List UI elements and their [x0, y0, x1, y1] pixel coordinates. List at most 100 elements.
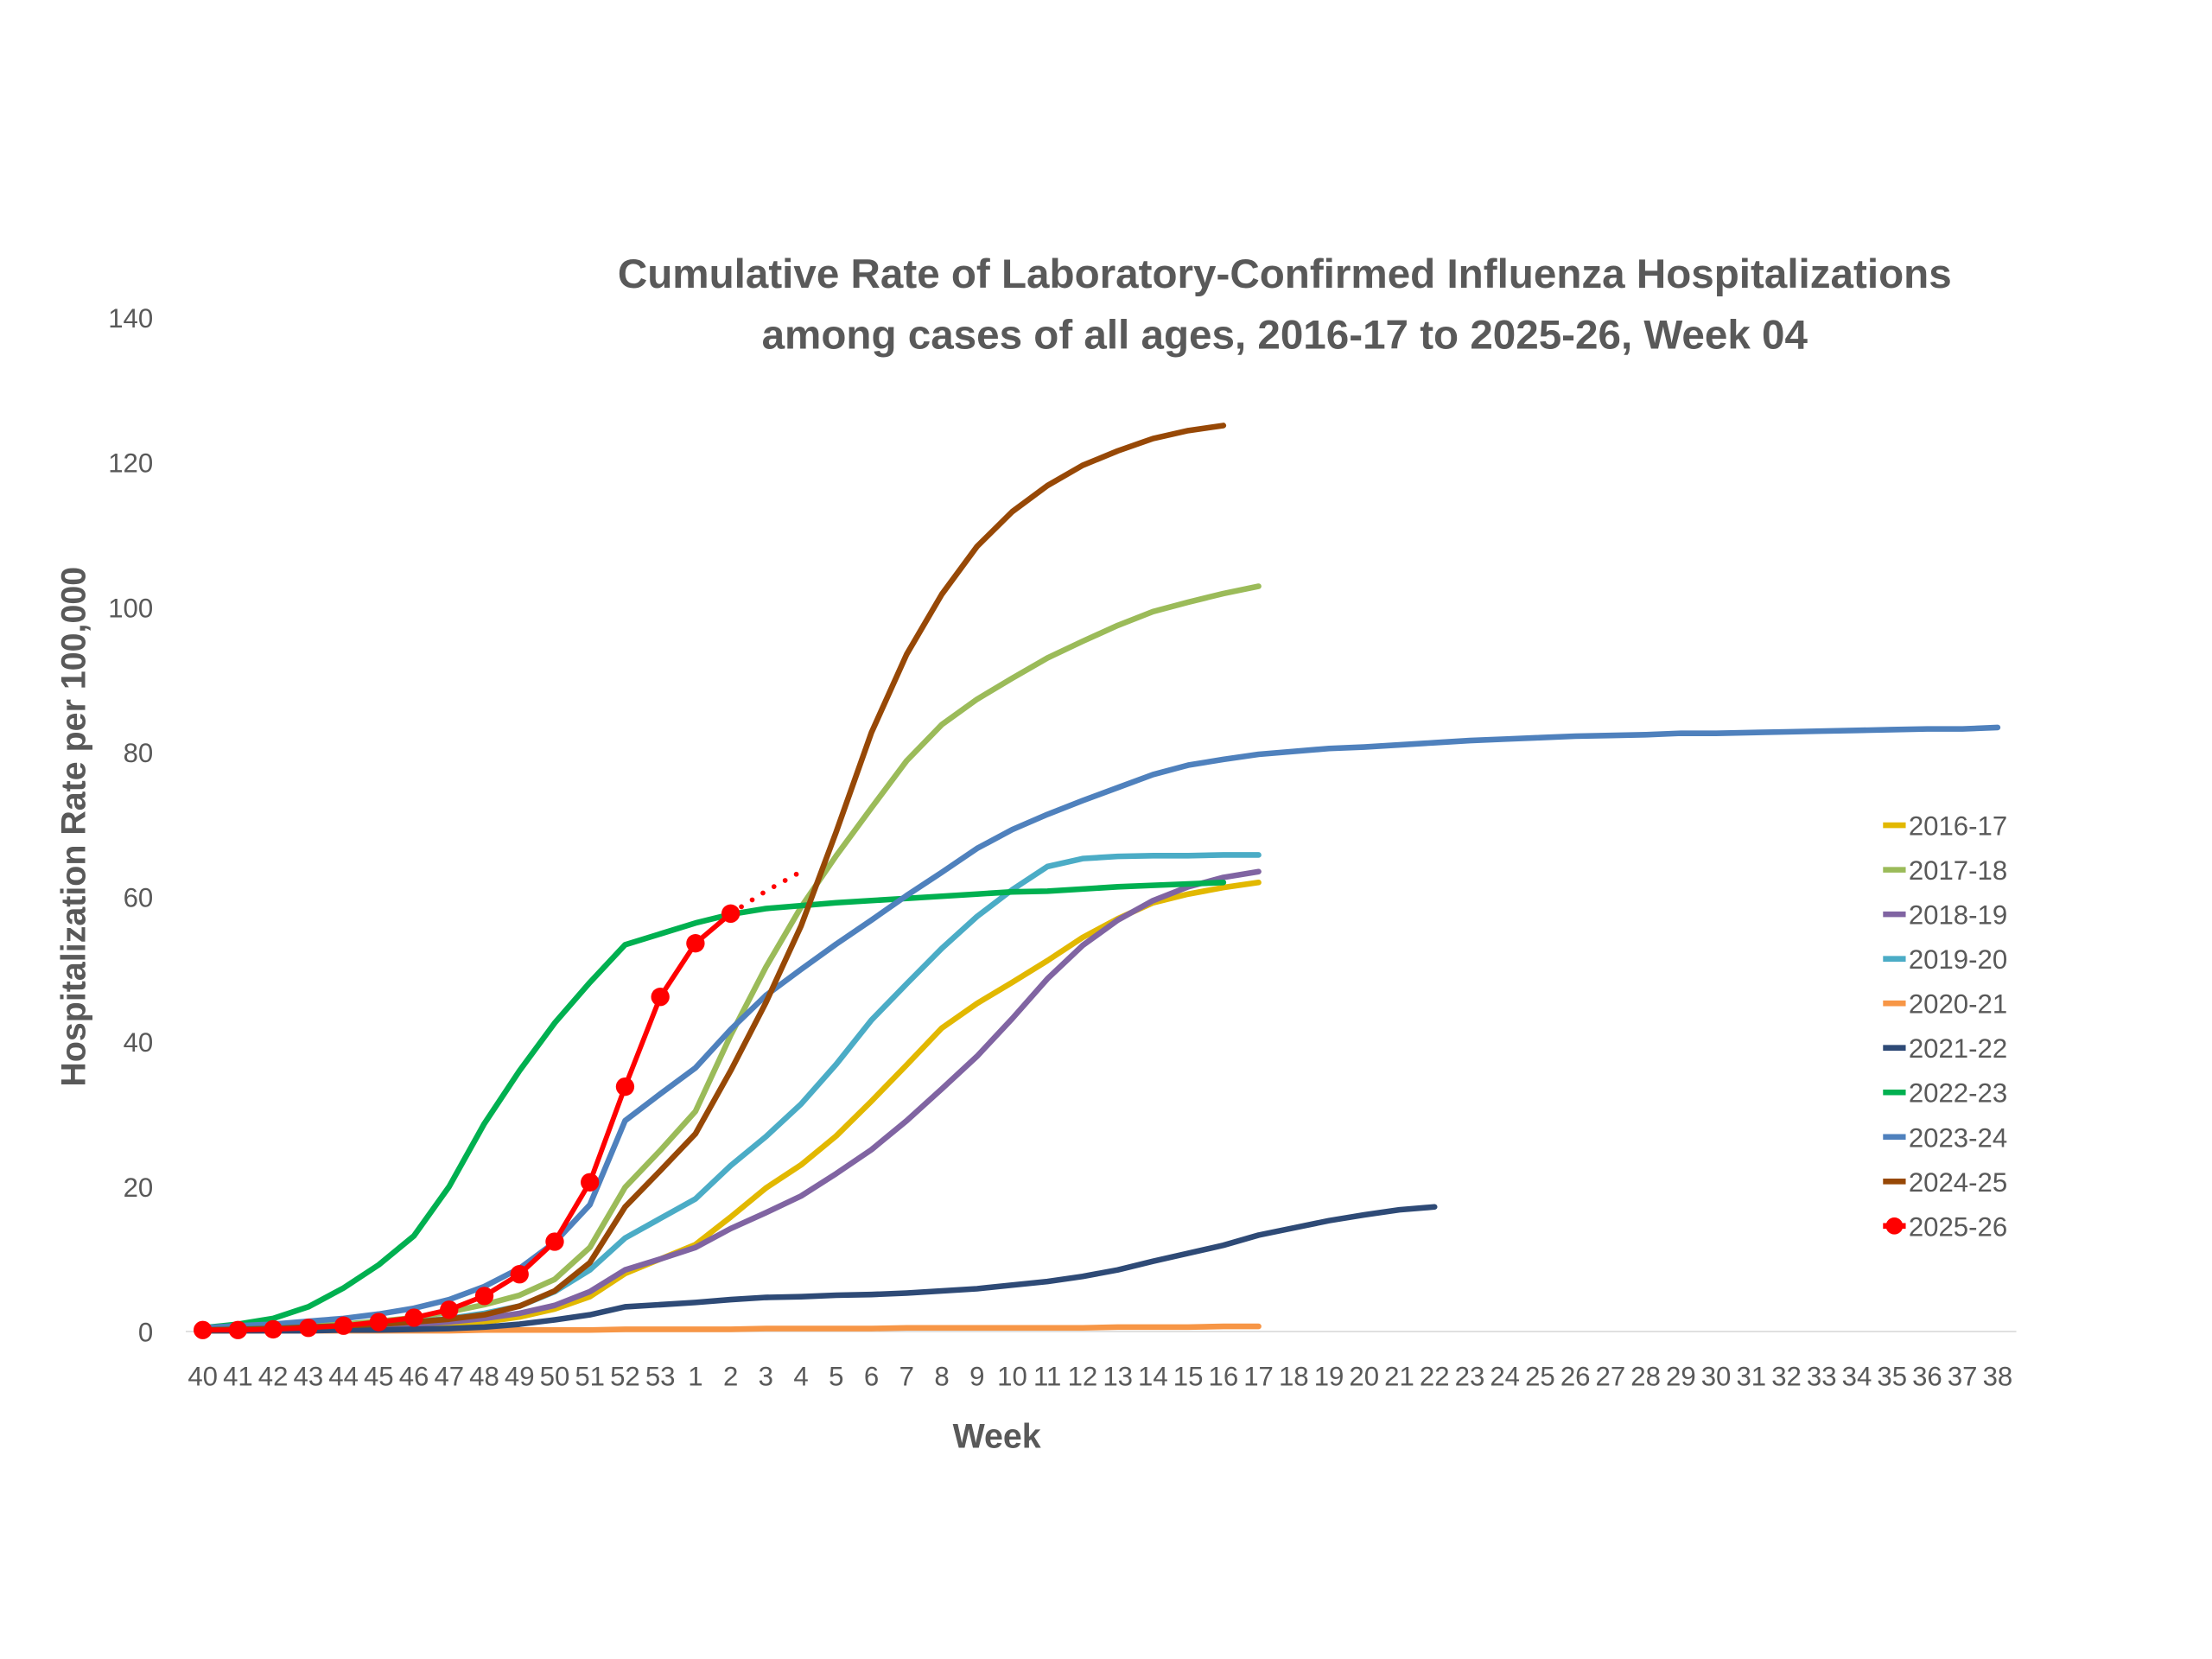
projection-line [728, 868, 804, 917]
legend-label: 2021-22 [1909, 1033, 2007, 1064]
legend-label: 2019-20 [1909, 944, 2007, 975]
x-tick-label: 53 [645, 1361, 676, 1391]
x-tick-label: 51 [575, 1361, 605, 1391]
data-point [369, 1313, 388, 1332]
series-line [200, 1204, 1438, 1334]
x-tick-label: 27 [1596, 1361, 1626, 1391]
legend-item-2024-25: 2024-25 [1883, 1167, 2007, 1198]
x-tick-label: 35 [1877, 1361, 1907, 1391]
legend-marker [1885, 1217, 1904, 1235]
x-tick-label: 50 [540, 1361, 570, 1391]
y-tick-label: 80 [124, 738, 154, 768]
x-tick-label: 34 [1842, 1361, 1872, 1391]
y-tick-label: 100 [108, 593, 153, 623]
legend-item-2016-17: 2016-17 [1883, 811, 2007, 842]
y-tick-label: 20 [124, 1173, 154, 1203]
legend-label: 2016-17 [1909, 811, 2007, 842]
x-tick-label: 42 [258, 1361, 289, 1391]
data-point [581, 1173, 600, 1192]
x-tick-label: 21 [1384, 1361, 1414, 1391]
x-tick-label: 26 [1560, 1361, 1591, 1391]
x-tick-label: 30 [1701, 1361, 1732, 1391]
data-point [299, 1319, 318, 1338]
legend-label: 2024-25 [1909, 1167, 2007, 1198]
x-tick-label: 22 [1420, 1361, 1450, 1391]
series-line [200, 868, 1262, 1334]
y-tick-label: 120 [108, 448, 153, 479]
legend-label: 2023-24 [1909, 1122, 2007, 1153]
data-point [404, 1308, 423, 1327]
y-axis-label: Hospitalization Rate per 100,000 [54, 567, 92, 1087]
x-tick-label: 23 [1455, 1361, 1485, 1391]
legend-label: 2020-21 [1909, 989, 2007, 1020]
x-tick-label: 19 [1314, 1361, 1344, 1391]
series-2016-17 [200, 880, 1262, 1334]
x-tick-label: 43 [294, 1361, 324, 1391]
x-tick-label: 48 [469, 1361, 499, 1391]
legend-item-2022-23: 2022-23 [1883, 1078, 2007, 1109]
legend-item-2023-24: 2023-24 [1883, 1122, 2007, 1153]
legend-label: 2018-19 [1909, 900, 2007, 931]
x-tick-label: 44 [328, 1361, 359, 1391]
x-tick-label: 4 [793, 1361, 808, 1391]
legend-label: 2025-26 [1909, 1211, 2007, 1242]
legend-label: 2017-18 [1909, 855, 2007, 886]
x-tick-label: 14 [1138, 1361, 1168, 1391]
series-2024-25 [200, 423, 1227, 1333]
x-tick-label: 8 [934, 1361, 949, 1391]
x-tick-label: 49 [505, 1361, 535, 1391]
x-tick-label: 17 [1243, 1361, 1274, 1391]
series-2025-26 [194, 868, 804, 1339]
data-point [334, 1316, 353, 1335]
data-point [545, 1232, 564, 1251]
chart-title-line-1: Cumulative Rate of Laboratory-Confirmed … [618, 251, 1952, 297]
series-line [200, 911, 734, 1333]
x-tick-label: 9 [969, 1361, 984, 1391]
legend-item-2020-21: 2020-21 [1883, 989, 2007, 1020]
legend-item-2025-26: 2025-26 [1883, 1211, 2007, 1242]
x-tick-label: 10 [997, 1361, 1027, 1391]
series-2021-22 [200, 1204, 1438, 1334]
data-point [228, 1320, 248, 1339]
series-line [200, 880, 1227, 1332]
y-tick-label: 60 [124, 883, 154, 913]
legend-item-2017-18: 2017-18 [1883, 855, 2007, 886]
legend-label: 2022-23 [1909, 1078, 2007, 1109]
x-tick-label: 13 [1103, 1361, 1133, 1391]
x-tick-label: 20 [1349, 1361, 1379, 1391]
series-2018-19 [200, 868, 1262, 1334]
x-tick-label: 29 [1666, 1361, 1696, 1391]
x-tick-label: 7 [899, 1361, 914, 1391]
legend-item-2019-20: 2019-20 [1883, 944, 2007, 975]
x-tick-label: 1 [688, 1361, 702, 1391]
x-tick-label: 18 [1279, 1361, 1309, 1391]
data-point [264, 1319, 283, 1339]
series-line [200, 724, 2001, 1332]
y-tick-label: 0 [138, 1317, 153, 1347]
y-tick-label: 140 [108, 303, 153, 334]
x-tick-label: 38 [1983, 1361, 2013, 1391]
x-tick-label: 41 [223, 1361, 253, 1391]
data-point [651, 988, 670, 1007]
x-tick-label: 45 [364, 1361, 394, 1391]
data-point [721, 904, 741, 924]
series-line [200, 423, 1227, 1333]
x-tick-label: 37 [1948, 1361, 1978, 1391]
series-line [200, 880, 1262, 1334]
chart-title-line-2: among cases of all ages, 2016-17 to 2025… [762, 313, 1808, 359]
data-point [474, 1287, 494, 1306]
x-tick-label: 3 [759, 1361, 773, 1391]
x-tick-label: 12 [1068, 1361, 1098, 1391]
x-tick-label: 16 [1209, 1361, 1239, 1391]
data-point [510, 1265, 529, 1284]
x-tick-label: 15 [1173, 1361, 1204, 1391]
data-point [615, 1077, 635, 1096]
x-tick-label: 25 [1525, 1361, 1555, 1391]
x-tick-label: 36 [1912, 1361, 1942, 1391]
x-tick-label: 47 [434, 1361, 464, 1391]
x-tick-label: 46 [399, 1361, 429, 1391]
x-axis-label: Week [953, 1417, 1041, 1455]
x-tick-label: 24 [1490, 1361, 1520, 1391]
data-point [194, 1320, 213, 1339]
